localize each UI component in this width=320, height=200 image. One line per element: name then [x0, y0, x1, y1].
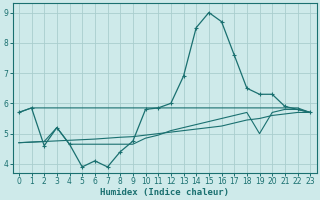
X-axis label: Humidex (Indice chaleur): Humidex (Indice chaleur)	[100, 188, 229, 197]
